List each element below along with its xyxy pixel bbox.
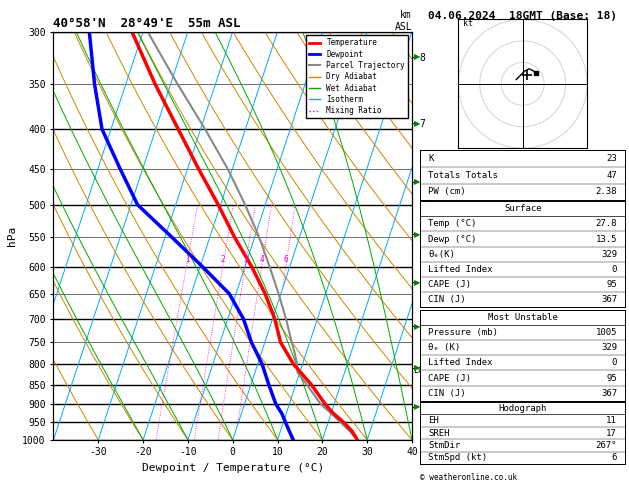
Text: 6: 6: [284, 255, 289, 264]
Text: 0: 0: [611, 358, 617, 367]
Text: Pressure (mb): Pressure (mb): [428, 328, 498, 337]
Text: km
ASL: km ASL: [394, 10, 412, 32]
Text: 6: 6: [611, 453, 617, 462]
Text: ▶: ▶: [414, 322, 420, 330]
Text: PW (cm): PW (cm): [428, 188, 466, 196]
Text: 27.8: 27.8: [596, 219, 617, 228]
Text: ▶: ▶: [414, 363, 420, 372]
Text: 23: 23: [606, 154, 617, 163]
Text: 11: 11: [606, 416, 617, 425]
Text: 2: 2: [221, 255, 226, 264]
Text: 329: 329: [601, 250, 617, 259]
Text: LCL: LCL: [413, 366, 428, 375]
Text: Temp (°C): Temp (°C): [428, 219, 477, 228]
Text: Hodograph: Hodograph: [499, 404, 547, 413]
Text: 47: 47: [606, 171, 617, 180]
Text: CAPE (J): CAPE (J): [428, 280, 471, 289]
Text: 0: 0: [611, 265, 617, 274]
Text: 04.06.2024  18GMT (Base: 18): 04.06.2024 18GMT (Base: 18): [428, 11, 617, 21]
Text: ▶: ▶: [414, 402, 420, 411]
Text: 4: 4: [260, 255, 264, 264]
Text: CIN (J): CIN (J): [428, 295, 466, 304]
Text: ▶: ▶: [414, 52, 420, 61]
Text: ▶: ▶: [414, 119, 420, 128]
Text: 3: 3: [243, 255, 248, 264]
Text: Lifted Index: Lifted Index: [428, 265, 493, 274]
Text: 329: 329: [601, 343, 617, 352]
Text: 95: 95: [606, 280, 617, 289]
Text: Most Unstable: Most Unstable: [487, 312, 558, 322]
Text: 267°: 267°: [596, 441, 617, 450]
Text: Totals Totals: Totals Totals: [428, 171, 498, 180]
Text: 1: 1: [185, 255, 189, 264]
Text: ▶: ▶: [414, 177, 420, 186]
Text: 40°58'N  28°49'E  55m ASL: 40°58'N 28°49'E 55m ASL: [53, 17, 241, 31]
Text: SREH: SREH: [428, 429, 450, 437]
Text: 367: 367: [601, 295, 617, 304]
Text: StmDir: StmDir: [428, 441, 460, 450]
Text: CIN (J): CIN (J): [428, 389, 466, 398]
X-axis label: Dewpoint / Temperature (°C): Dewpoint / Temperature (°C): [142, 463, 324, 473]
Text: Surface: Surface: [504, 204, 542, 213]
Text: θₑ(K): θₑ(K): [428, 250, 455, 259]
Text: CAPE (J): CAPE (J): [428, 374, 471, 382]
Text: Lifted Index: Lifted Index: [428, 358, 493, 367]
Y-axis label: Mixing Ratio (g/kg): Mixing Ratio (g/kg): [428, 180, 438, 292]
Text: 13.5: 13.5: [596, 235, 617, 243]
Legend: Temperature, Dewpoint, Parcel Trajectory, Dry Adiabat, Wet Adiabat, Isotherm, Mi: Temperature, Dewpoint, Parcel Trajectory…: [306, 35, 408, 118]
Text: ▶: ▶: [414, 278, 420, 287]
Text: © weatheronline.co.uk: © weatheronline.co.uk: [420, 473, 517, 482]
Text: K: K: [428, 154, 434, 163]
Text: 1005: 1005: [596, 328, 617, 337]
Text: 17: 17: [606, 429, 617, 437]
Y-axis label: hPa: hPa: [7, 226, 17, 246]
Text: kt: kt: [462, 19, 472, 28]
Text: 95: 95: [606, 374, 617, 382]
Text: 367: 367: [601, 389, 617, 398]
Text: ▶: ▶: [414, 229, 420, 239]
Text: θₑ (K): θₑ (K): [428, 343, 460, 352]
Text: StmSpd (kt): StmSpd (kt): [428, 453, 487, 462]
Text: 2.38: 2.38: [596, 188, 617, 196]
Text: Dewp (°C): Dewp (°C): [428, 235, 477, 243]
Text: EH: EH: [428, 416, 439, 425]
